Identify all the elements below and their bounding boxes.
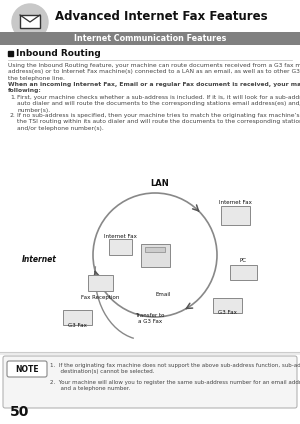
- Text: PC: PC: [239, 257, 247, 262]
- Text: Internet Fax: Internet Fax: [219, 201, 251, 206]
- Text: Advanced Internet Fax Features: Advanced Internet Fax Features: [55, 9, 268, 22]
- Bar: [20, 15, 40, 28]
- FancyBboxPatch shape: [109, 239, 131, 255]
- FancyBboxPatch shape: [230, 265, 256, 279]
- Text: 2.  Your machine will allow you to register the same sub-address number for an e: 2. Your machine will allow you to regist…: [50, 380, 300, 391]
- Text: G3 Fax: G3 Fax: [218, 310, 236, 315]
- FancyBboxPatch shape: [220, 206, 250, 224]
- Text: Transfer to
a G3 Fax: Transfer to a G3 Fax: [135, 313, 165, 324]
- Bar: [8, 51, 13, 56]
- Text: Inbound Routing: Inbound Routing: [16, 49, 101, 58]
- FancyBboxPatch shape: [212, 298, 242, 312]
- Text: Internet Communication Features: Internet Communication Features: [74, 34, 226, 43]
- FancyBboxPatch shape: [88, 275, 112, 291]
- Text: Using the Inbound Routing feature, your machine can route documents received fro: Using the Inbound Routing feature, your …: [8, 63, 300, 81]
- Bar: [145, 247, 165, 252]
- Text: NOTE: NOTE: [15, 365, 39, 374]
- Text: Email: Email: [155, 293, 171, 298]
- Text: If no sub-address is specified, then your machine tries to match the originating: If no sub-address is specified, then you…: [17, 113, 300, 131]
- Text: Internet: Internet: [22, 256, 57, 265]
- Text: Fax Reception: Fax Reception: [81, 295, 119, 299]
- Text: 50: 50: [10, 405, 29, 419]
- FancyBboxPatch shape: [7, 361, 47, 377]
- FancyBboxPatch shape: [62, 310, 92, 324]
- Circle shape: [12, 4, 48, 40]
- Text: LAN: LAN: [151, 179, 169, 187]
- FancyBboxPatch shape: [140, 243, 169, 267]
- Text: First, your machine checks whether a sub-address is included. If it is, it will : First, your machine checks whether a sub…: [17, 95, 300, 113]
- Text: 2.: 2.: [10, 113, 16, 118]
- Text: G3 Fax: G3 Fax: [68, 323, 86, 328]
- Text: Internet Fax: Internet Fax: [103, 234, 136, 240]
- Text: 1.  If the originating fax machine does not support the above sub-address functi: 1. If the originating fax machine does n…: [50, 363, 300, 374]
- Text: When an incoming Internet Fax, Email or a regular Fax document is received, your: When an incoming Internet Fax, Email or …: [8, 82, 300, 93]
- Text: 1.: 1.: [10, 95, 16, 100]
- FancyBboxPatch shape: [3, 356, 297, 408]
- Bar: [0, 32, 300, 45]
